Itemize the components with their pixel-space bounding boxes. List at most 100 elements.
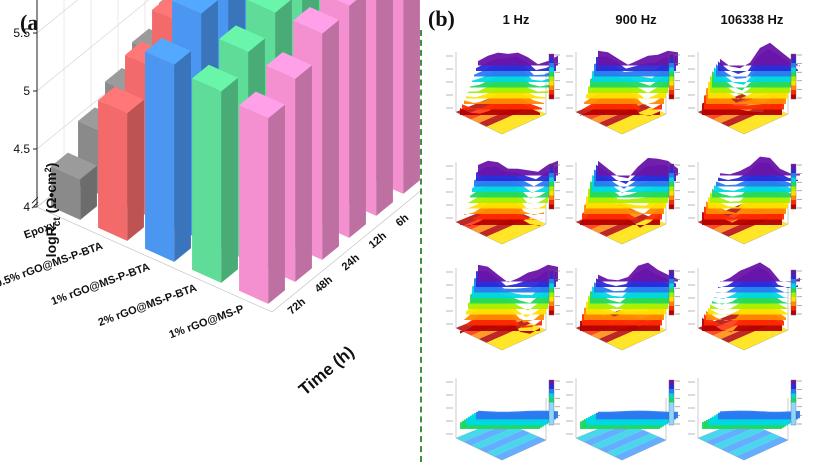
colorbar-segment (669, 168, 674, 174)
colorbar-segment (791, 58, 796, 64)
surface-plot-r3-c1 (446, 264, 560, 351)
colorbar-segment (791, 270, 796, 275)
surface-plot-grid: 1 Hz 900 Hz 106338 Hz (428, 0, 824, 469)
floor-contour-band (471, 426, 523, 449)
bar-front-face (192, 78, 222, 283)
bar-side-face (403, 0, 420, 194)
colorbar-segment (549, 200, 554, 205)
colorbar-segment (549, 384, 554, 390)
colorbar-frame (548, 269, 555, 316)
floor-contour-band (736, 220, 788, 244)
colorbar-segment (549, 398, 554, 403)
colorbar-segment (791, 191, 796, 196)
surface-plot-r4-c2 (566, 378, 680, 461)
bar-side-face (376, 0, 393, 216)
x-axis-title: Time (h) (295, 342, 358, 399)
surface-strip (478, 410, 558, 419)
surface-strip (588, 186, 668, 203)
colorbar-segment (549, 274, 554, 280)
surface-strip (478, 52, 558, 66)
colorbar-segment (549, 420, 554, 426)
floor-contour-band (479, 430, 531, 453)
colorbar-segment (791, 297, 796, 302)
floor-contour-band (721, 104, 773, 127)
colorbar-segment (669, 186, 674, 192)
colorbar-segment (791, 54, 796, 59)
floor-contour-band (486, 323, 539, 347)
colorbar-segment (549, 67, 554, 73)
surface-strip (598, 410, 678, 419)
colorbar-segment (549, 283, 554, 289)
colorbar-segment (791, 411, 796, 417)
colorbar-segment (791, 306, 796, 311)
floor-contour-band (713, 426, 765, 449)
colorbar-frame (668, 163, 675, 210)
colorbar-segment (791, 279, 796, 284)
colorbar-segment (669, 292, 674, 298)
floor-contour-band (486, 433, 539, 457)
colorbar-segment (791, 186, 796, 192)
colorbar-segment (549, 195, 554, 201)
colorbar-segment (791, 384, 796, 390)
bar-top-face (219, 25, 265, 53)
surface-strip (708, 81, 788, 100)
colorbar-segment (791, 389, 796, 394)
colorbar-segment (669, 306, 674, 311)
colorbar-segment (549, 411, 554, 417)
colorbar-segment (669, 200, 674, 205)
surface-plot-r1-c2 (566, 50, 680, 135)
colorbar-frame (548, 53, 555, 100)
bar-top-face (145, 37, 191, 65)
colorbar-segment (791, 94, 796, 100)
z-tick-label: 5 (23, 84, 30, 98)
colorbar-segment (669, 420, 674, 426)
surface-strip (706, 87, 786, 104)
bar-1-rgo-ms-p-bta-72h (145, 37, 191, 262)
colorbar-segment (549, 177, 554, 183)
colorbar-segment (549, 389, 554, 394)
floor-contour-band (614, 220, 666, 244)
colorbar-segment (791, 283, 796, 289)
colorbar-segment (549, 301, 554, 307)
z-title-sup: 2 (43, 167, 53, 172)
surface-plot-r4-c3 (688, 378, 802, 461)
colorbar-segment (791, 398, 796, 403)
bar-2-rgo-ms-p-bta-72h (192, 64, 238, 283)
colorbar-segment (549, 393, 554, 399)
colorbar-segment (669, 393, 674, 399)
z-title-close: ) (43, 163, 59, 168)
colorbar-segment (791, 402, 796, 408)
colorbar-segment (791, 301, 796, 307)
floor-contour-band (736, 326, 788, 350)
colorbar-segment (549, 58, 554, 64)
z-title-main: logR (43, 226, 59, 257)
colorbar-segment (791, 177, 796, 183)
bar-top-face (293, 6, 339, 34)
bar-side-face (268, 104, 285, 304)
colorbar-segment (549, 76, 554, 82)
colorbar-segment (791, 81, 796, 86)
colorbar-segment (669, 58, 674, 64)
colorbar-segment (549, 94, 554, 100)
colorbar-segment (791, 195, 796, 201)
colorbar-segment (669, 195, 674, 201)
colorbar-frame (790, 379, 797, 426)
colorbar-segment (791, 76, 796, 82)
bar-side-face (221, 77, 238, 283)
floor-contour-band (599, 430, 651, 453)
colorbar-segment (669, 164, 674, 169)
bars-group (51, 0, 420, 304)
colorbar-segment (791, 204, 796, 210)
floor-contour-band (614, 436, 666, 460)
colorbar-segment (669, 297, 674, 302)
floor-contour-band (599, 214, 651, 237)
colorbar-segment (549, 279, 554, 284)
colorbar-segment (791, 168, 796, 174)
bar-top-face (172, 0, 218, 14)
surface-strip (720, 156, 800, 176)
colorbar-frame (668, 379, 675, 426)
colorbar-segment (669, 416, 674, 421)
colorbar-segment (669, 389, 674, 394)
surface-strip (478, 160, 558, 176)
time-label: 48h (313, 274, 335, 296)
